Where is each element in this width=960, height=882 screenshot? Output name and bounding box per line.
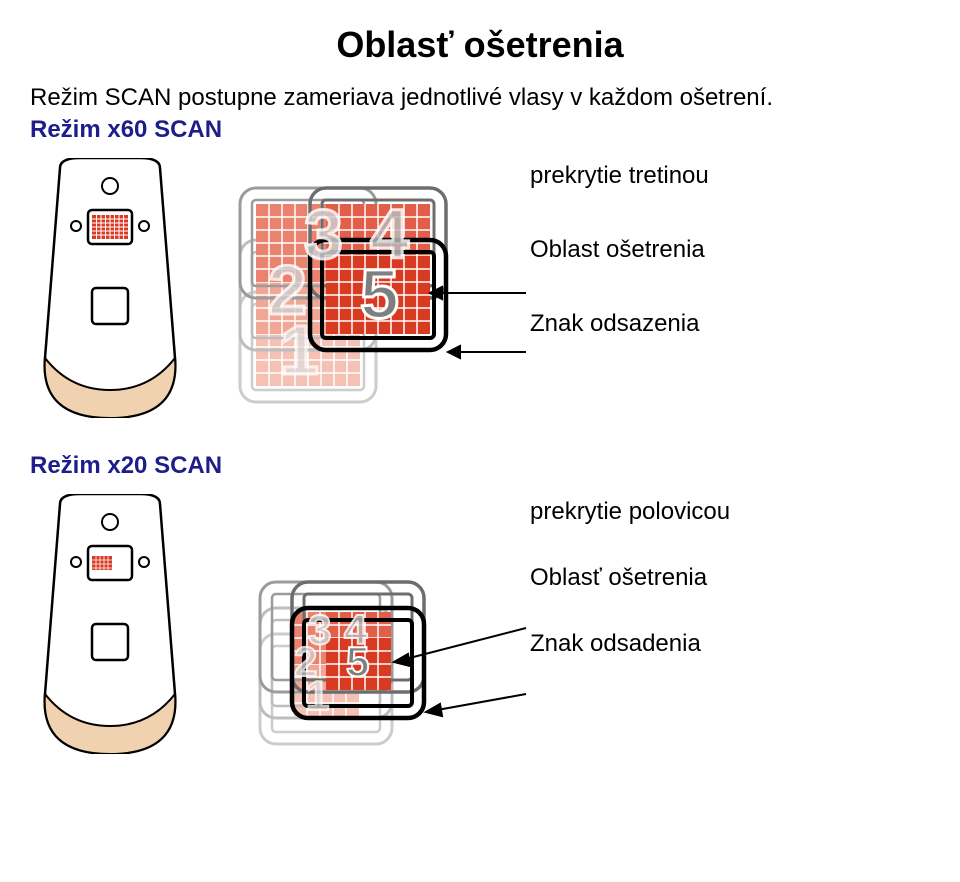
x20-overlap-label: prekrytie polovicou: [530, 498, 930, 526]
x20-area-label: Oblasť ošetrenia: [530, 564, 930, 592]
section-x60: 3 4 2 5 1 prekrytie tretinou Oblast ošet…: [30, 158, 930, 428]
device-x20-svg: [30, 494, 190, 754]
description-text: Režim SCAN postupne zameriava jednotlivé…: [30, 84, 930, 112]
x60-mark-label: Znak odsazenia: [530, 310, 930, 338]
x20-mark-label: Znak odsadenia: [530, 630, 930, 658]
diagram-x20: 3 4 2 5 1: [210, 494, 530, 764]
svg-text:1: 1: [280, 311, 319, 389]
device-x60-svg: [30, 158, 190, 418]
diagram-x60-svg: 3 4 2 5 1: [210, 158, 530, 428]
labels-x60: prekrytie tretinou Oblast ošetrenia Znak…: [530, 158, 930, 384]
diagram-x60: 3 4 2 5 1: [210, 158, 530, 428]
device-x60: [30, 158, 210, 423]
page-title: Oblasť ošetrenia: [30, 24, 930, 66]
x60-overlap-label: prekrytie tretinou: [530, 162, 930, 190]
svg-text:1: 1: [306, 672, 329, 719]
x60-area-label: Oblast ošetrenia: [530, 236, 930, 264]
svg-text:5: 5: [346, 638, 369, 685]
section-x20: 3 4 2 5 1 prekrytie polovicou Oblasť oše…: [30, 494, 930, 764]
diagram-x20-svg: 3 4 2 5 1: [210, 494, 530, 764]
svg-text:3: 3: [304, 195, 343, 273]
mode1-label: Režim x60 SCAN: [30, 116, 930, 144]
device-x20: [30, 494, 210, 759]
labels-x20: prekrytie polovicou Oblasť ošetrenia Zna…: [530, 494, 930, 696]
mode2-label: Režim x20 SCAN: [30, 452, 930, 480]
svg-text:5: 5: [360, 255, 399, 333]
